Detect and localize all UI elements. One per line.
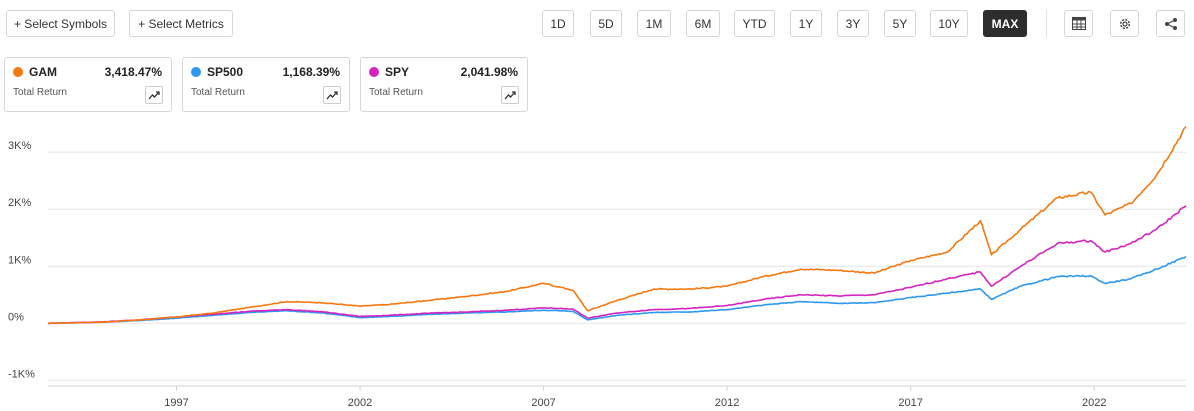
- chart-grid: [48, 151, 1186, 381]
- x-tick-label: 2017: [898, 397, 922, 409]
- symbol-card-sp500[interactable]: SP500 1,168.39% Total Return: [182, 57, 350, 112]
- range-max-button[interactable]: MAX: [983, 10, 1027, 37]
- x-tick-label: 2022: [1082, 397, 1106, 409]
- range-6m-button[interactable]: 6M: [686, 10, 720, 37]
- series-color-dot: [369, 67, 379, 77]
- trend-up-icon: [504, 91, 516, 100]
- y-tick-label: 0%: [8, 311, 24, 323]
- range-3y-button[interactable]: 3Y: [837, 10, 869, 37]
- table-view-button[interactable]: [1064, 10, 1093, 37]
- y-tick-label: 3K%: [8, 140, 31, 152]
- x-tick-label: 2002: [348, 397, 372, 409]
- y-tick-label: 2K%: [8, 197, 31, 209]
- card-value: 1,168.39%: [282, 65, 340, 79]
- series-line-sp500[interactable]: [47, 255, 1187, 325]
- range-5d-button[interactable]: 5D: [590, 10, 622, 37]
- trend-up-icon: [148, 91, 160, 100]
- card-value: 2,041.98%: [460, 65, 518, 79]
- series-color-dot: [191, 67, 201, 77]
- range-10y-button[interactable]: 10Y: [930, 10, 968, 37]
- card-metric-label: Total Return: [13, 87, 67, 98]
- performance-chart[interactable]: -1K% 0% 1K% 2K% 3K% 1997 2002 2007 2012 2017 2022: [0, 118, 1194, 411]
- card-symbol: SPY: [385, 65, 410, 79]
- gear-icon: [1119, 18, 1130, 29]
- range-1m-button[interactable]: 1M: [637, 10, 671, 37]
- y-axis: -1K% 0% 1K% 2K% 3K%: [8, 140, 35, 380]
- share-icon: [1164, 17, 1177, 30]
- chart-series: [47, 126, 1187, 325]
- x-tick-label: 2012: [715, 397, 739, 409]
- series-color-dot: [13, 67, 23, 77]
- toolbar-divider: [1046, 10, 1047, 37]
- series-line-spy[interactable]: [48, 205, 1187, 325]
- table-icon: [1071, 17, 1086, 30]
- x-axis: 1997 2002 2007 2012 2017 2022: [48, 385, 1186, 409]
- card-value: 3,418.47%: [104, 65, 162, 79]
- trend-up-icon: [326, 91, 338, 100]
- symbol-card-gam[interactable]: GAM 3,418.47% Total Return: [4, 57, 172, 112]
- range-5y-button[interactable]: 5Y: [884, 10, 916, 37]
- card-metric-label: Total Return: [369, 87, 423, 98]
- y-tick-label: -1K%: [8, 368, 35, 380]
- card-metric-label: Total Return: [191, 87, 245, 98]
- share-button[interactable]: [1156, 10, 1185, 37]
- trend-toggle-button[interactable]: [323, 86, 341, 104]
- range-1d-button[interactable]: 1D: [542, 10, 574, 37]
- trend-toggle-button[interactable]: [501, 86, 519, 104]
- card-symbol: GAM: [29, 65, 57, 79]
- x-tick-label: 1997: [164, 397, 188, 409]
- settings-button[interactable]: [1110, 10, 1139, 37]
- toolbar: + Select Symbols + Select Metrics 1D 5D …: [0, 0, 1194, 48]
- series-line-gam[interactable]: [47, 126, 1187, 325]
- symbol-card-spy[interactable]: SPY 2,041.98% Total Return: [360, 57, 528, 112]
- range-1y-button[interactable]: 1Y: [790, 10, 822, 37]
- x-tick-label: 2007: [531, 397, 555, 409]
- range-ytd-button[interactable]: YTD: [734, 10, 775, 37]
- y-tick-label: 1K%: [8, 254, 31, 266]
- trend-toggle-button[interactable]: [145, 86, 163, 104]
- card-symbol: SP500: [207, 65, 244, 79]
- select-symbols-button[interactable]: + Select Symbols: [6, 10, 115, 37]
- select-metrics-button[interactable]: + Select Metrics: [129, 10, 233, 37]
